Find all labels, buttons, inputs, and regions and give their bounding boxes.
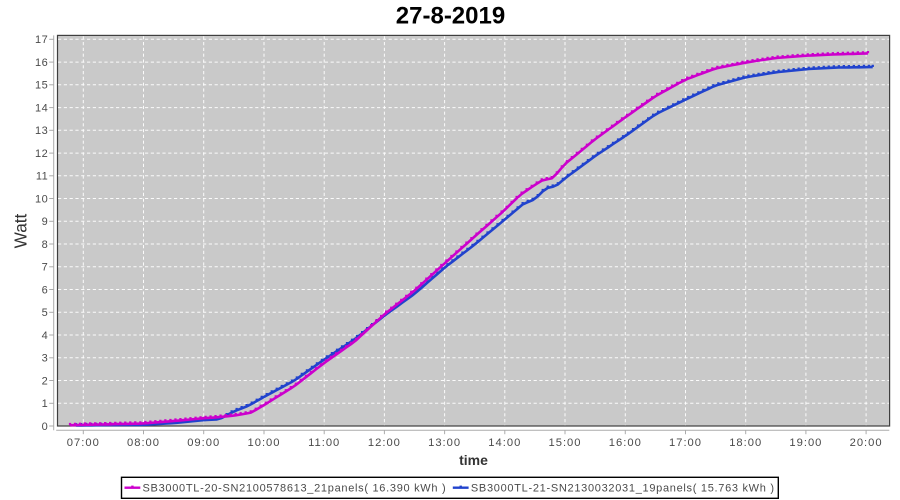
svg-text:14:00: 14:00 (488, 437, 521, 449)
svg-text:time: time (459, 452, 488, 468)
svg-text:13: 13 (35, 125, 48, 137)
svg-text:10:00: 10:00 (248, 437, 281, 449)
svg-text:9: 9 (42, 216, 49, 228)
svg-text:Watt: Watt (11, 213, 31, 248)
svg-text:3: 3 (42, 353, 49, 365)
svg-text:13:00: 13:00 (428, 437, 461, 449)
svg-text:1: 1 (42, 398, 49, 410)
svg-text:4: 4 (42, 330, 49, 342)
svg-text:16:00: 16:00 (609, 437, 642, 449)
svg-text:5: 5 (42, 307, 49, 319)
svg-text:7: 7 (42, 262, 49, 274)
svg-text:2: 2 (42, 375, 49, 387)
svg-text:10: 10 (35, 193, 48, 205)
svg-text:11:00: 11:00 (308, 437, 340, 449)
svg-text:08:00: 08:00 (127, 437, 160, 449)
svg-text:12:00: 12:00 (368, 437, 401, 449)
svg-text:15: 15 (35, 80, 48, 92)
svg-text:SB3000TL-20-SN2100578613_21pan: SB3000TL-20-SN2100578613_21panels( 16.39… (143, 483, 447, 495)
svg-text:15:00: 15:00 (549, 437, 582, 449)
svg-text:27-8-2019: 27-8-2019 (396, 3, 505, 30)
svg-text:16: 16 (35, 57, 48, 69)
svg-text:19:00: 19:00 (789, 437, 822, 449)
svg-text:09:00: 09:00 (187, 437, 220, 449)
svg-text:0: 0 (42, 421, 49, 433)
svg-text:12: 12 (35, 148, 48, 160)
svg-text:07:00: 07:00 (67, 437, 100, 449)
svg-text:20:00: 20:00 (850, 437, 883, 449)
svg-text:17:00: 17:00 (669, 437, 702, 449)
svg-text:8: 8 (42, 239, 49, 251)
svg-text:14: 14 (35, 103, 48, 115)
svg-text:11: 11 (36, 171, 48, 183)
svg-text:6: 6 (42, 284, 49, 296)
svg-text:17: 17 (35, 34, 48, 46)
svg-text:SB3000TL-21-SN2130032031_19pan: SB3000TL-21-SN2130032031_19panels( 15.76… (471, 483, 775, 495)
svg-text:18:00: 18:00 (729, 437, 762, 449)
